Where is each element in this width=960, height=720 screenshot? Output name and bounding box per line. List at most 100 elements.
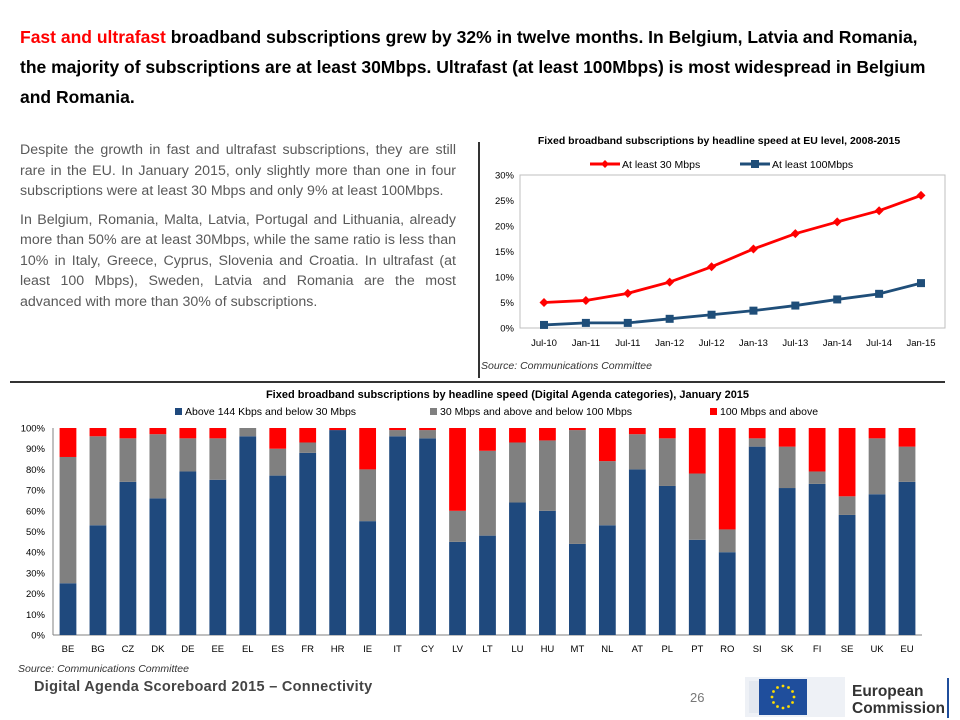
bar-segment: [119, 428, 137, 439]
bar-segment: [179, 428, 197, 439]
headline-accent: Fast and ultrafast: [20, 27, 166, 47]
bar-segment: [389, 430, 406, 437]
bar-segment: [539, 440, 556, 511]
body-paragraph-2: In Belgium, Romania, Malta, Latvia, Port…: [20, 211, 456, 310]
y-tick-label: 80%: [26, 465, 46, 476]
eu-star-icon: [787, 705, 790, 708]
bar-segment: [748, 438, 766, 447]
bar-segment: [89, 436, 107, 526]
legend-swatch: [175, 408, 182, 415]
bar-segment: [119, 438, 137, 482]
bar-segment: [868, 494, 886, 635]
bar-segment: [269, 475, 287, 635]
y-tick-label: 40%: [26, 548, 46, 559]
x-tick-label: Jul-14: [866, 338, 892, 349]
bar-segment: [449, 510, 466, 542]
bar-segment: [209, 428, 227, 439]
y-tick-label: 20%: [495, 222, 515, 233]
data-point: [581, 318, 590, 327]
bar-segment: [239, 428, 257, 437]
body-paragraph-1: Despite the growth in fast and ultrafast…: [20, 142, 456, 199]
bar-segment: [569, 430, 586, 544]
bar-segment: [479, 428, 496, 451]
headline-rest: broadband subscriptions grew by 32% in t…: [20, 27, 926, 107]
series-line: [543, 194, 922, 304]
line-chart: 0% 5% 10% 15% 20% 25% 30% Jul-10 Jan-11 Jul-11 Jan…: [495, 159, 946, 349]
bar-segment: [239, 436, 257, 635]
x-tick-label: CY: [421, 644, 435, 655]
data-point: [581, 295, 591, 305]
legend-label: Above 144 Kbps and below 30 Mbps: [185, 406, 356, 418]
data-point: [916, 190, 926, 200]
bar-segment: [598, 461, 616, 526]
eu-star-icon: [772, 701, 775, 704]
bar-segment: [778, 446, 796, 489]
bar-segment: [59, 428, 77, 457]
data-point: [749, 306, 758, 315]
line-chart-title: Fixed broadband subscriptions by headlin…: [537, 135, 901, 147]
bar-segment: [419, 430, 436, 439]
y-tick-label: 0%: [500, 324, 514, 335]
eu-star-icon: [792, 695, 796, 699]
bar-segment: [209, 438, 227, 480]
y-tick-label: 60%: [26, 506, 46, 517]
bar-segment: [898, 446, 916, 482]
bar-segment: [89, 525, 107, 635]
y-tick-label: 5%: [500, 298, 514, 309]
y-tick-label: 25%: [495, 196, 515, 207]
data-point: [665, 314, 674, 323]
bar-segment: [59, 583, 77, 635]
bar-segment: [688, 428, 706, 474]
ec-logo-bar: [947, 678, 949, 718]
bar-segment: [389, 436, 406, 635]
y-tick-label: 15%: [495, 247, 515, 258]
bar-segment: [748, 428, 766, 439]
data-point: [707, 310, 716, 319]
bar-segment: [449, 541, 466, 635]
data-point: [833, 295, 842, 304]
bar-segment: [688, 473, 706, 540]
data-point: [791, 301, 800, 310]
bar-segment: [449, 428, 466, 511]
bar-chart-title: Fixed broadband subscriptions by headlin…: [266, 389, 749, 401]
y-tick-label: 10%: [26, 610, 46, 621]
line-chart-plot-area: [519, 174, 946, 329]
bar-segment: [778, 488, 796, 635]
bar-segment: [509, 428, 526, 443]
legend-label: 30 Mbps and above and below 100 Mbps: [440, 406, 632, 418]
bar-segment: [299, 452, 317, 635]
data-point: [623, 288, 633, 298]
x-tick-label: DE: [181, 644, 194, 655]
bar-segment: [179, 471, 197, 635]
ec-logo-line1: European: [852, 683, 924, 700]
bar-segment: [479, 450, 496, 536]
bar-segment: [419, 438, 436, 635]
bar-segment: [509, 502, 526, 635]
y-tick-label: 20%: [26, 589, 46, 600]
eu-star-icon: [776, 686, 779, 689]
x-tick-label: Jan-15: [906, 338, 935, 349]
bar-segment: [868, 438, 886, 495]
ec-logo-text: European Commission: [852, 683, 945, 717]
bar-segment: [718, 428, 736, 530]
y-tick-label: 50%: [26, 527, 46, 538]
x-tick-label: PT: [691, 644, 703, 655]
x-tick-label: FI: [813, 644, 821, 655]
bar-segment: [838, 496, 856, 515]
x-tick-label: Jul-12: [699, 338, 725, 349]
x-tick-label: Jan-11: [572, 338, 600, 349]
x-tick-label: EU: [900, 644, 913, 655]
vertical-divider: [478, 142, 480, 378]
bar-segment: [658, 428, 676, 439]
bar-segment: [898, 428, 916, 447]
bar-segment: [868, 428, 886, 439]
footer-title: Digital Agenda Scoreboard 2015 – Connect…: [34, 679, 373, 695]
eu-star-icon: [787, 686, 790, 689]
bar-segment: [359, 469, 377, 522]
bar-segment: [569, 543, 586, 635]
bar-segment: [718, 552, 736, 635]
bar-segment: [59, 456, 77, 584]
x-tick-label: LV: [452, 644, 464, 655]
bar-segment: [359, 428, 377, 470]
y-tick-label: 90%: [26, 444, 46, 455]
